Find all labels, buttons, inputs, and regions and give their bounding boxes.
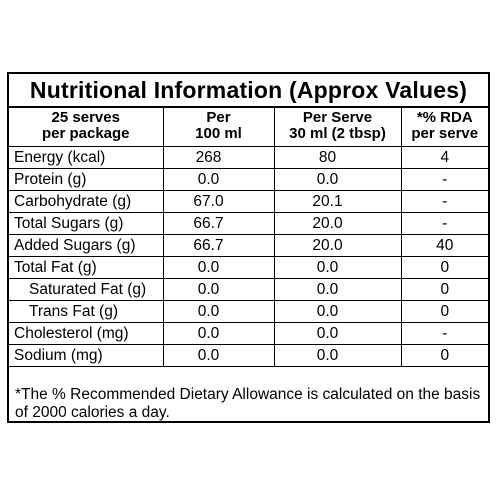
nutrient-name: Added Sugars (g) <box>9 234 164 257</box>
value-per-serve: 20.0 <box>274 212 402 235</box>
value-per-100ml: 0.0 <box>163 322 275 345</box>
table-row: Total Fat (g) 0.0 0.0 0 <box>9 256 488 279</box>
value-per-100ml: 268 <box>163 146 275 169</box>
value-per-100ml: 0.0 <box>163 278 275 301</box>
value-rda: 0 <box>401 300 488 323</box>
table-row: Protein (g) 0.0 0.0- <box>9 168 488 191</box>
nutrient-name: Protein (g) <box>9 168 164 191</box>
value-per-serve: 20.0 <box>274 234 402 257</box>
value-per-100ml: 0.0 <box>163 168 275 191</box>
value-rda: - <box>401 212 488 235</box>
value-per-serve: 0.0 <box>274 300 402 323</box>
nutrient-name: Saturated Fat (g) <box>9 278 164 301</box>
header-serves-line-2: per package <box>41 125 130 142</box>
table-row: Saturated Fat (g) 0.0 0.0 0 <box>9 278 488 301</box>
value-rda: 4 <box>401 146 488 169</box>
header-rda-line-1: *% RDA <box>416 109 473 126</box>
value-per-serve: 0.0 <box>274 278 402 301</box>
value-rda: 0 <box>401 344 488 367</box>
value-rda: 0 <box>401 256 488 279</box>
table-row: Carbohydrate (g) 67.0 20.1- <box>9 190 488 213</box>
value-per-serve: 0.0 <box>274 344 402 367</box>
table-row: Total Sugars (g) 66.7 20.0- <box>9 212 488 235</box>
value-per-100ml: 0.0 <box>163 256 275 279</box>
header-per100-line-1: Per <box>206 109 231 126</box>
header-rda: *% RDA per serve <box>401 106 488 147</box>
value-rda: - <box>401 322 488 345</box>
header-per100-line-2: 100 ml <box>195 125 242 142</box>
value-per-100ml: 66.7 <box>163 212 275 235</box>
header-serves-per-package: 25 serves per package <box>9 106 164 147</box>
value-per-serve: 0.0 <box>274 168 402 191</box>
header-serves-line-1: 25 serves <box>51 109 120 126</box>
header-row: 25 serves per package Per 100 ml Per Ser… <box>9 106 488 147</box>
header-per-100ml: Per 100 ml <box>163 106 275 147</box>
value-per-100ml: 66.7 <box>163 234 275 257</box>
value-per-serve: 80 <box>274 146 402 169</box>
header-rda-line-2: per serve <box>411 125 479 142</box>
table-row: Energy (kcal) 268 80 4 <box>9 146 488 169</box>
header-perserve-line-2: 30 ml (2 tbsp) <box>289 125 386 142</box>
value-per-serve: 0.0 <box>274 256 402 279</box>
nutrient-name: Trans Fat (g) <box>9 300 164 323</box>
value-per-100ml: 0.0 <box>163 344 275 367</box>
nutrient-name: Total Fat (g) <box>9 256 164 279</box>
table-row: Sodium (mg) 0.0 0.0 0 <box>9 344 488 367</box>
value-rda: - <box>401 168 488 191</box>
table-row: Cholesterol (mg) 0.0 0.0- <box>9 322 488 345</box>
nutrition-table: 25 serves per package Per 100 ml Per Ser… <box>9 106 488 367</box>
value-per-100ml: 0.0 <box>163 300 275 323</box>
nutrient-name: Total Sugars (g) <box>9 212 164 235</box>
rda-footnote: *The % Recommended Dietary Allowance is … <box>15 386 481 421</box>
nutrient-name: Energy (kcal) <box>9 146 164 169</box>
nutrition-label: Nutritional Information (Approx Values) … <box>7 72 490 423</box>
value-per-100ml: 67.0 <box>163 190 275 213</box>
value-rda: 0 <box>401 278 488 301</box>
header-per-serve: Per Serve 30 ml (2 tbsp) <box>274 106 402 147</box>
value-rda: 40 <box>401 234 488 257</box>
nutrient-name: Sodium (mg) <box>9 344 164 367</box>
value-rda: - <box>401 190 488 213</box>
table-row: Added Sugars (g) 66.7 20.0 40 <box>9 234 488 257</box>
value-per-serve: 20.1 <box>274 190 402 213</box>
header-perserve-line-1: Per Serve <box>302 109 373 126</box>
nutrition-title: Nutritional Information (Approx Values) <box>9 74 488 108</box>
nutrient-name: Carbohydrate (g) <box>9 190 164 213</box>
value-per-serve: 0.0 <box>274 322 402 345</box>
table-row: Trans Fat (g) 0.0 0.0 0 <box>9 300 488 323</box>
nutrient-name: Cholesterol (mg) <box>9 322 164 345</box>
